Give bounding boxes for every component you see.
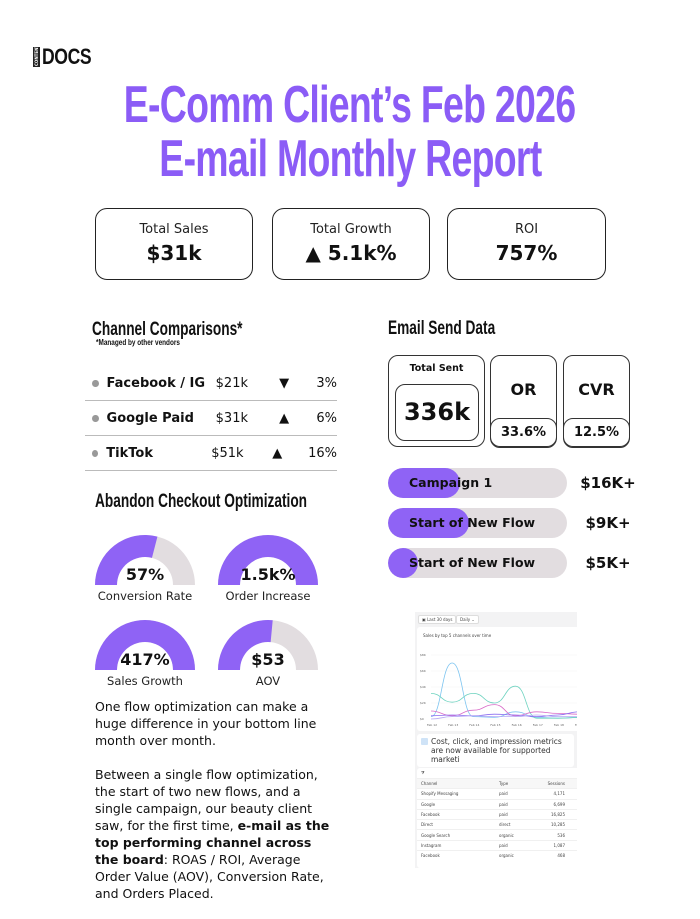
series-line: [430, 711, 577, 718]
x-tick-label: Feb 15: [490, 723, 500, 727]
abandon-heading: Abandon Checkout Optimization: [95, 491, 308, 512]
gauge: [95, 535, 195, 585]
y-tick-label: $4K: [420, 685, 427, 689]
x-tick-label: Feb 13: [448, 723, 458, 727]
info-icon: [421, 738, 428, 745]
x-tick-label: Feb 18: [554, 723, 564, 727]
page-title-line-2: E-mail Monthly Report: [158, 130, 542, 188]
gauge-value: $53: [251, 650, 285, 669]
trend-icon: ▲: [272, 445, 283, 461]
y-tick-label: $8K: [420, 653, 427, 657]
gauge-label: Order Increase: [225, 589, 311, 603]
gauge-label: Sales Growth: [107, 674, 183, 688]
bar-value: $16K+: [580, 474, 636, 492]
line-chart: $0 $2K $4K $6K $8K Feb 12 Feb 13 Feb 14 Feb 15 Fe…: [420, 653, 577, 727]
kpi-roi: ROI 757%: [447, 208, 606, 280]
kpi-total-sales: Total Sales $31k: [95, 208, 253, 280]
analytics-screenshot: ▣ Last 30 days Daily ⌄ Sales by top 5 ch…: [415, 612, 577, 868]
table-row: Google paid 6,699: [417, 798, 577, 809]
gauge-label: AOV: [255, 674, 281, 688]
channel-row: Facebook / IG $21k ▼ 3%: [85, 366, 337, 401]
cvr-card: CVR 12.5%: [563, 355, 630, 448]
bullet-icon: [92, 414, 99, 422]
revenue-bar: Start of New Flow: [388, 548, 567, 578]
table-row: Instagram paid 1,087: [417, 839, 577, 850]
bar-value: $9K+: [585, 514, 631, 532]
info-banner-text: Cost, click, and impression metrics are …: [431, 737, 562, 764]
x-tick-label: Feb 16: [512, 723, 522, 727]
chart-card: Sales by top 5 channels over time $0 $2K $…: [417, 627, 577, 731]
x-tick-label: Feb 14: [469, 723, 479, 727]
x-tick-label: Feb 19: [575, 723, 577, 727]
logo: CONTENT DOCS: [33, 44, 104, 70]
table-row: Shopify Messaging paid 4,171: [417, 788, 577, 798]
open-rate-card: OR 33.6%: [490, 355, 557, 448]
revenue-bar: Campaign 1: [388, 468, 567, 498]
series-line: [430, 704, 577, 717]
bar-fill: [388, 548, 419, 578]
gauge-value: 417%: [120, 650, 170, 669]
y-tick-label: $0: [420, 717, 424, 721]
channel-heading: Channel Comparisons*: [92, 319, 243, 340]
info-banner: Cost, click, and impression metrics are …: [417, 734, 574, 767]
y-tick-label: $2K: [420, 701, 427, 705]
bar-fill: [388, 508, 469, 538]
x-tick-label: Feb 12: [427, 723, 437, 727]
trend-icon: ▼: [279, 375, 290, 391]
table-header: Channel Type Sessions: [417, 778, 577, 789]
email-heading: Email Send Data: [388, 318, 496, 339]
series-line: [430, 662, 577, 719]
gauge: [95, 620, 195, 670]
logo-small-text: CONTENT: [33, 44, 40, 67]
table-row: Google Search organic 536: [417, 829, 577, 839]
kpi-total-growth: Total Growth ▲ 5.1k%: [272, 208, 430, 280]
gauge-value: 57%: [125, 565, 165, 584]
gauge-value: 1.5k%: [240, 565, 296, 584]
bar-fill: [388, 468, 460, 498]
table-row: Facebook paid 16,825: [417, 808, 577, 819]
channel-row: Google Paid $31k ▲ 6%: [85, 401, 337, 436]
channel-note: *Managed by other vendors: [96, 338, 180, 347]
bar-value: $5K+: [585, 554, 631, 572]
series-line: [430, 685, 577, 719]
x-tick-label: Feb 17: [533, 723, 543, 727]
series-line: [430, 714, 577, 720]
date-range-button: ▣ Last 30 days: [418, 615, 457, 624]
table-row: Direct direct 10,285: [417, 819, 577, 829]
logo-word: DOCS: [42, 44, 92, 69]
abandon-description: One flow optimization can make a huge di…: [95, 699, 330, 901]
bullet-icon: [92, 379, 99, 387]
channel-table: ⧩ Channel Type Sessions Shopify Messaging pa…: [417, 768, 577, 868]
total-sent-card: Total Sent 336k: [388, 355, 485, 447]
chart-title: Sales by top 5 channels over time: [423, 633, 492, 638]
gauge: [218, 620, 318, 670]
bullet-icon: [92, 449, 99, 457]
filter-icon: ⧩: [421, 770, 425, 775]
interval-button: Daily ⌄: [456, 615, 479, 624]
page-title-line-1: E-Comm Client’s Feb 2026: [124, 76, 576, 134]
gauge-label: Conversion Rate: [97, 589, 193, 603]
revenue-bar: Start of New Flow: [388, 508, 567, 538]
y-tick-label: $6K: [420, 669, 427, 673]
gauge: [218, 535, 318, 585]
table-row: Facebook organic 468: [417, 850, 577, 860]
trend-icon: ▲: [279, 410, 290, 426]
channel-row: TikTok $51k ▲ 16%: [85, 436, 337, 471]
